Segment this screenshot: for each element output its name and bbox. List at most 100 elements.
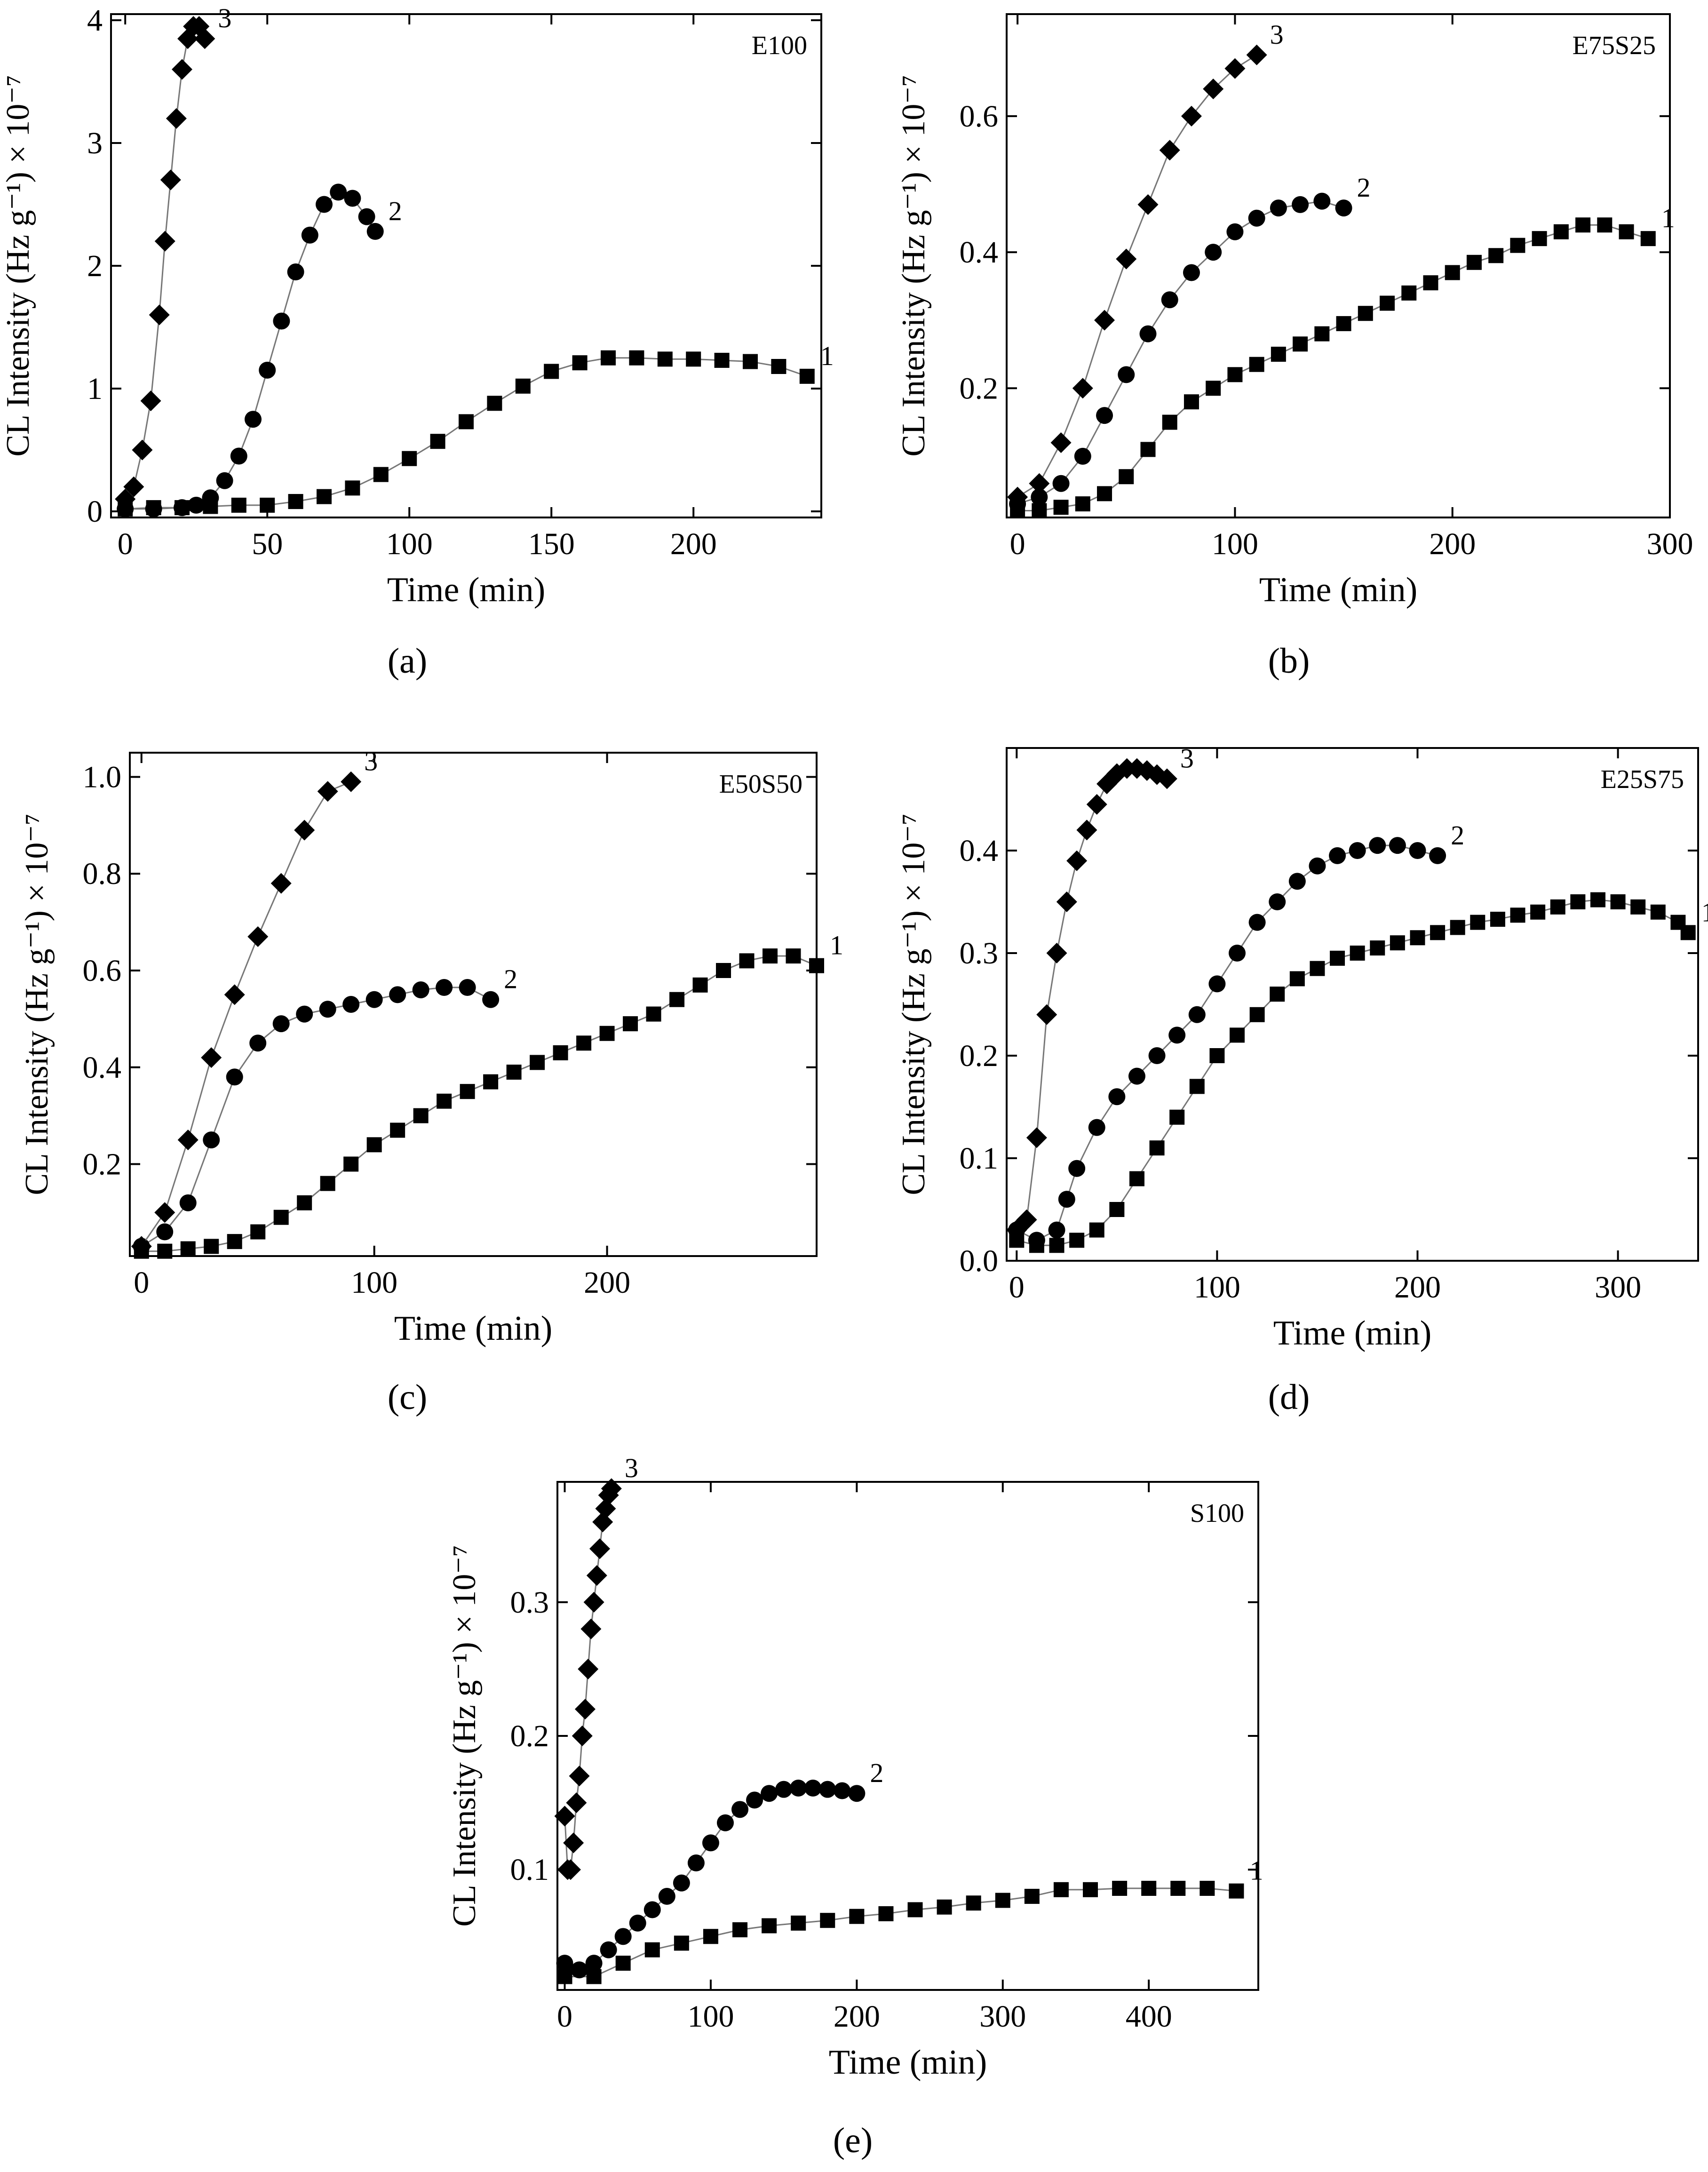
data-point: [657, 351, 673, 367]
data-point: [1128, 1067, 1145, 1085]
data-point: [544, 364, 559, 379]
series-label: 3: [364, 746, 378, 777]
series-label: 2: [1357, 172, 1371, 203]
x-tick-label: 200: [584, 1265, 630, 1300]
panel-caption: (e): [833, 2121, 873, 2160]
data-point: [1310, 961, 1325, 976]
data-point: [319, 1001, 336, 1018]
series-3: 3: [1006, 743, 1194, 1241]
data-point: [1488, 248, 1504, 263]
series-line: [141, 987, 491, 1247]
data-point: [966, 1895, 981, 1911]
x-tick-label: 200: [1394, 1270, 1441, 1305]
series-1: 1: [1010, 203, 1675, 518]
series-label: 1: [830, 930, 843, 961]
data-point: [1069, 1233, 1085, 1248]
data-point: [1230, 1027, 1245, 1043]
series-label: 2: [504, 964, 517, 995]
series-2: 2: [1008, 820, 1464, 1249]
data-point: [249, 1034, 267, 1052]
data-point: [1490, 912, 1505, 927]
data-point: [615, 1956, 631, 1971]
x-axis-label: Time (min): [387, 571, 545, 609]
data-point: [716, 1814, 734, 1831]
data-point: [849, 1909, 865, 1924]
data-point: [287, 263, 304, 281]
data-point: [1389, 837, 1406, 854]
sample-label: S100: [1190, 1499, 1244, 1528]
data-point: [576, 1035, 592, 1051]
data-point: [1229, 945, 1246, 962]
plot-frame: [129, 752, 818, 1257]
data-point: [358, 208, 375, 225]
data-point: [1270, 199, 1287, 217]
data-point: [437, 1093, 452, 1109]
data-point: [301, 226, 318, 244]
data-point: [1335, 199, 1352, 217]
x-tick-label: 0: [134, 1265, 149, 1300]
data-point: [1094, 310, 1115, 331]
data-point: [1108, 1088, 1126, 1106]
data-point: [390, 1122, 405, 1138]
data-point: [1031, 488, 1048, 506]
data-point: [174, 499, 191, 517]
y-tick-label: 0.6: [960, 99, 999, 134]
data-point: [687, 1854, 705, 1871]
data-point: [1066, 850, 1088, 871]
y-tick-label: 0.8: [83, 857, 122, 891]
data-point: [743, 354, 758, 369]
y-tick-label: 4: [87, 3, 103, 38]
data-point: [204, 1239, 219, 1254]
data-point: [1188, 1006, 1206, 1023]
data-point: [563, 1832, 584, 1854]
data-point: [1329, 847, 1346, 864]
data-point: [669, 992, 685, 1007]
data-point: [1068, 1160, 1086, 1177]
series-label: 1: [1701, 897, 1708, 927]
data-point: [673, 1874, 690, 1892]
data-point: [270, 873, 292, 894]
data-point: [172, 59, 192, 80]
data-point: [373, 467, 389, 482]
data-point: [1184, 394, 1199, 410]
data-point: [1086, 794, 1107, 815]
data-point: [224, 984, 245, 1005]
data-point: [1129, 1171, 1144, 1186]
data-point: [1181, 105, 1202, 127]
x-tick-label: 50: [252, 527, 283, 561]
data-point: [1118, 366, 1135, 383]
series-1: 1: [557, 1855, 1263, 1984]
data-point: [245, 411, 262, 428]
data-point: [1029, 473, 1050, 494]
data-point: [571, 1961, 588, 1979]
y-axis-label: CL Intensity (Hz g⁻¹) × 10⁻⁷: [446, 1545, 483, 1926]
data-point: [166, 108, 187, 129]
data-point: [160, 169, 181, 191]
y-tick-label: 0.2: [83, 1147, 122, 1182]
data-point: [273, 1209, 289, 1225]
data-point: [1450, 920, 1465, 935]
data-point: [1053, 1882, 1069, 1897]
data-point: [250, 1224, 266, 1240]
data-point: [848, 1785, 866, 1802]
data-point: [585, 1955, 603, 1972]
data-point: [1409, 842, 1426, 859]
data-point: [1016, 1209, 1037, 1230]
data-point: [1052, 475, 1070, 492]
data-point: [1269, 893, 1286, 910]
data-point: [459, 414, 474, 430]
data-point: [686, 351, 701, 367]
data-point: [1313, 192, 1331, 210]
data-point: [1209, 1048, 1225, 1063]
data-point: [1156, 768, 1177, 789]
data-point: [763, 948, 778, 964]
data-point: [572, 355, 588, 371]
data-point: [1470, 915, 1486, 930]
data-point: [1036, 1004, 1057, 1025]
data-point: [1206, 381, 1221, 396]
data-point: [1429, 847, 1446, 864]
data-point: [1183, 264, 1200, 281]
x-axis-label: Time (min): [829, 2043, 987, 2082]
x-tick-label: 100: [351, 1265, 397, 1300]
series-line: [1016, 844, 1438, 1241]
